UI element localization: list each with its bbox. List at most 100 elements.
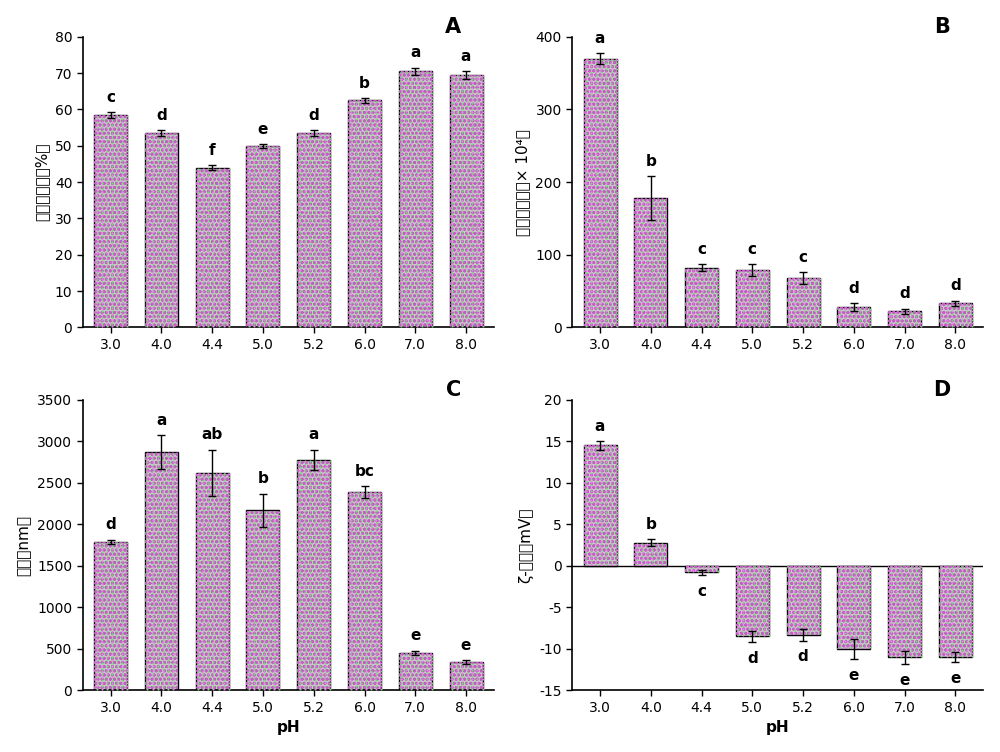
Bar [685,566,718,572]
Bar [145,452,178,690]
Y-axis label: 粒径（nm）: 粒径（nm） [17,514,32,575]
Text: a: a [410,45,420,60]
Bar [685,566,718,572]
Bar [888,566,921,657]
X-axis label: pH: pH [277,720,300,735]
Text: C: C [446,380,461,399]
Bar [94,541,127,690]
Text: c: c [697,242,706,257]
Bar [145,452,178,690]
Text: a: a [461,49,471,64]
Bar [634,198,667,327]
Bar [888,311,921,327]
Bar [94,115,127,327]
Bar [939,304,972,327]
Bar [837,307,870,327]
Text: bc: bc [355,464,374,479]
Bar [736,566,769,636]
Text: b: b [258,472,268,487]
Bar [399,653,432,690]
Bar [584,445,617,566]
Text: f: f [209,143,216,158]
Bar [399,653,432,690]
Text: e: e [950,671,961,686]
Bar [450,75,483,327]
Bar [246,510,279,690]
Bar [94,115,127,327]
Bar [145,133,178,327]
Bar [787,278,820,327]
Bar [94,541,127,690]
Text: d: d [156,108,167,123]
Bar [634,543,667,566]
Text: a: a [156,413,167,428]
Bar [450,75,483,327]
Text: a: a [595,419,605,434]
Bar [348,101,381,327]
Text: b: b [359,76,370,90]
Bar [888,311,921,327]
Bar [348,492,381,690]
Text: b: b [645,154,656,169]
Bar [450,662,483,690]
Text: c: c [697,584,706,599]
Text: a: a [595,31,605,46]
Bar [196,168,229,327]
Text: d: d [950,278,961,293]
Bar [297,459,330,690]
Bar [348,101,381,327]
Bar [736,270,769,327]
Bar [196,168,229,327]
Bar [145,133,178,327]
Y-axis label: 表面疏水性（× 10⁴）: 表面疏水性（× 10⁴） [515,129,530,235]
Bar [736,270,769,327]
Text: A: A [445,17,461,37]
Bar [399,71,432,327]
Text: d: d [105,517,116,532]
Text: e: e [258,122,268,137]
Bar [685,268,718,327]
Bar [584,59,617,327]
Bar [787,278,820,327]
Text: d: d [798,649,808,664]
Bar [196,473,229,690]
Bar [685,268,718,327]
Bar [246,510,279,690]
Text: e: e [899,672,910,687]
Bar [837,566,870,649]
Bar [837,307,870,327]
Text: d: d [308,108,319,123]
Text: e: e [849,668,859,683]
Text: B: B [935,17,950,37]
Bar [837,566,870,649]
Bar [584,59,617,327]
Text: c: c [106,89,115,105]
Bar [939,304,972,327]
Text: c: c [748,242,757,257]
Bar [196,473,229,690]
Bar [246,146,279,327]
Text: a: a [309,427,319,442]
Bar [634,198,667,327]
Bar [450,662,483,690]
Bar [634,543,667,566]
Bar [888,566,921,657]
Text: D: D [933,380,950,399]
Text: d: d [849,281,859,296]
Text: b: b [645,517,656,532]
Bar [348,492,381,690]
Bar [584,445,617,566]
Bar [939,566,972,657]
Text: d: d [747,651,758,666]
Bar [399,71,432,327]
Bar [297,133,330,327]
Bar [787,566,820,635]
Y-axis label: ζ-电位（mV）: ζ-电位（mV） [519,508,534,583]
X-axis label: pH: pH [766,720,790,735]
Text: c: c [799,250,808,265]
Text: e: e [461,638,471,653]
Bar [297,133,330,327]
Text: e: e [410,628,420,643]
Y-axis label: 蛋白溶解度（%）: 蛋白溶解度（%） [34,143,49,221]
Text: ab: ab [202,427,223,442]
